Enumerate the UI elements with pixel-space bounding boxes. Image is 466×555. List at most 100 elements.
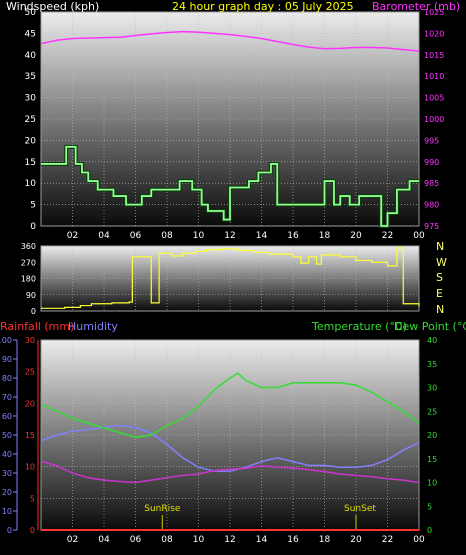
rainfall-axis-title: Rainfall (mm)	[0, 320, 75, 333]
top-x-tick-label: 02	[67, 231, 78, 241]
bot-x-tick-label: 02	[67, 535, 78, 545]
chart-top-wind-barometer: 02 04 06 08 10 12 14 16 18 20 22 000510152025303540…	[25, 8, 445, 241]
direction-label-s: S	[436, 271, 443, 284]
bot-x-tick-label: 06	[130, 535, 142, 545]
direction-tick-label: 90	[26, 291, 36, 300]
barometer-axis-title: Barometer (mb)	[372, 0, 461, 13]
barometer-tick-label: 995	[424, 136, 439, 145]
humidity-tick-label: 100	[0, 336, 12, 345]
top-x-tick-label: 22	[382, 231, 393, 241]
bot-x-tick-label: 12	[224, 535, 235, 545]
humidity-tick-label: 20	[2, 488, 12, 497]
top-x-tick-label: 10	[193, 231, 205, 241]
rain-tick-label: 30	[25, 336, 35, 345]
direction-label-e: E	[436, 287, 443, 300]
top-x-tick-label: 18	[319, 231, 331, 241]
direction-label-n-top: N	[436, 240, 445, 253]
windspeed-tick-label: 15	[25, 158, 36, 168]
direction-label-w: W	[436, 256, 447, 269]
windspeed-tick-label: 25	[25, 115, 36, 125]
windspeed-tick-label: 0	[30, 222, 36, 232]
wind-direction-line	[41, 247, 420, 309]
top-x-tick-label: 04	[98, 231, 110, 241]
humidity-tick-label: 50	[2, 431, 12, 440]
dewpoint-line	[40, 460, 420, 484]
temperature-tick-label: 30	[427, 384, 437, 393]
barometer-line	[40, 30, 420, 52]
top-x-tick-label: 14	[256, 231, 268, 241]
humidity-tick-label: 90	[2, 355, 12, 364]
windspeed-tick-label: 50	[25, 8, 37, 18]
humidity-tick-label: 70	[2, 393, 12, 402]
bot-x-tick-label: 10	[193, 535, 205, 545]
humidity-tick-label: 30	[2, 469, 12, 478]
chart-middle-wind-direction: 0 90 180 270 360	[21, 242, 420, 316]
top-x-tick-label: 08	[161, 231, 173, 241]
bot-x-tick-label: 14	[256, 535, 268, 545]
chart-title: 24 hour graph day : 05 July 2025	[172, 0, 354, 13]
humidity-tick-label: 60	[2, 412, 12, 421]
barometer-tick-label: 990	[424, 158, 439, 167]
temperature-tick-label: 15	[427, 455, 437, 464]
bot-x-tick-label: 18	[319, 535, 331, 545]
windspeed-tick-label: 30	[25, 94, 37, 104]
barometer-tick-label: 1005	[424, 94, 444, 103]
direction-tick-label: 180	[21, 275, 36, 284]
dewpoint-axis-title: Dew Point (°C)	[394, 320, 466, 333]
bot-x-tick-label: 04	[98, 535, 110, 545]
chart-bottom-rain-humidity-temp: 02 04 06 08 10 12 14 16 18 20 22 000510152025300102…	[0, 336, 437, 545]
sunrise-label: SunRise	[144, 504, 181, 514]
top-x-tick-label: 00	[413, 231, 425, 241]
rain-tick-label: 25	[25, 368, 35, 377]
temperature-tick-label: 40	[427, 336, 437, 345]
barometer-tick-label: 975	[424, 222, 439, 231]
barometer-tick-label: 1010	[424, 72, 444, 81]
sunset-label: SunSet	[344, 504, 376, 514]
temperature-tick-label: 35	[427, 360, 437, 369]
temperature-axis-title: Temperature (°C)	[312, 320, 407, 333]
windspeed-tick-label: 40	[25, 51, 37, 61]
bot-x-tick-label: 16	[287, 535, 299, 545]
temperature-tick-label: 25	[427, 407, 437, 416]
windspeed-axis-title: Windspeed (kph)	[6, 0, 100, 13]
bot-x-tick-label: 00	[413, 535, 425, 545]
barometer-tick-label: 985	[424, 179, 439, 188]
direction-tick-label: 0	[31, 307, 36, 316]
temperature-tick-label: 5	[427, 502, 432, 511]
humidity-tick-label: 10	[2, 507, 12, 516]
top-x-tick-label: 06	[130, 231, 142, 241]
rain-tick-label: 15	[25, 431, 35, 440]
barometer-tick-label: 980	[424, 201, 439, 210]
humidity-axis-title: Humidity	[68, 320, 118, 333]
barometer-tick-label: 1000	[424, 115, 444, 124]
windspeed-tick-label: 5	[30, 201, 36, 211]
windspeed-tick-label: 10	[25, 179, 37, 189]
temperature-tick-label: 10	[427, 479, 437, 488]
bot-x-tick-label: 22	[382, 535, 393, 545]
direction-tick-label: 270	[21, 258, 36, 267]
humidity-tick-label: 80	[2, 374, 12, 383]
top-x-tick-label: 20	[350, 231, 362, 241]
rain-tick-label: 20	[25, 399, 35, 408]
bot-x-tick-label: 20	[350, 535, 362, 545]
barometer-tick-label: 1015	[424, 51, 444, 60]
temperature-tick-label: 0	[427, 526, 432, 535]
rain-tick-label: 5	[30, 494, 35, 503]
windspeed-tick-label: 35	[25, 72, 36, 82]
temperature-line	[40, 372, 420, 439]
temperature-tick-label: 20	[427, 431, 437, 440]
humidity-tick-label: 0	[7, 526, 12, 535]
top-x-tick-label: 12	[224, 231, 235, 241]
barometer-tick-label: 1020	[424, 29, 444, 38]
rain-tick-label: 10	[25, 463, 35, 472]
humidity-tick-label: 40	[2, 450, 12, 459]
direction-label-n-bottom: N	[436, 303, 445, 316]
direction-tick-label: 360	[21, 242, 36, 251]
barometer-tick-label: 1025	[424, 8, 444, 17]
windspeed-tick-label: 20	[25, 136, 37, 146]
top-x-tick-label: 16	[287, 231, 299, 241]
bot-x-tick-label: 08	[161, 535, 173, 545]
windspeed-tick-label: 45	[25, 29, 36, 39]
rain-tick-label: 0	[30, 526, 35, 535]
